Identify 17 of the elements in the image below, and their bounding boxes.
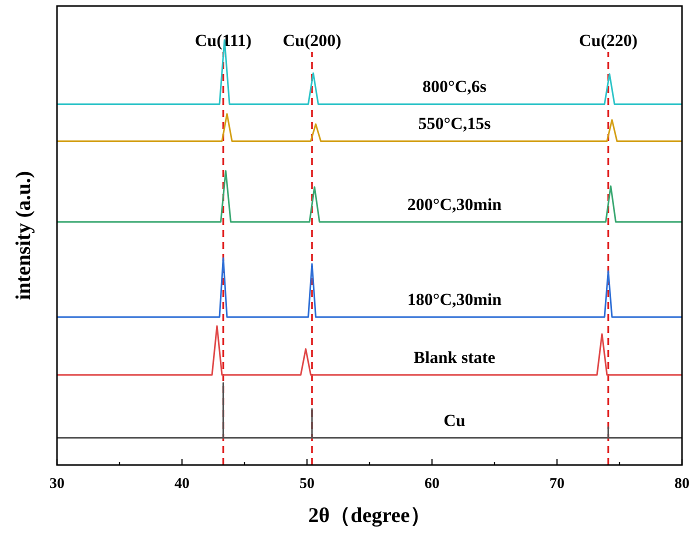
x-tick-label: 40 [174,476,190,492]
x-tick-label: 70 [550,476,564,492]
series-label: 550°C,15s [418,114,492,134]
ref-line-label: Cu(220) [578,31,638,50]
x-tick-label: 60 [424,476,440,492]
y-axis-title: intensity (a.u.) [11,171,35,300]
x-tick-label: 30 [50,476,64,492]
series-label: Blank state [414,348,496,367]
ref-line-label: Cu(111) [194,31,252,50]
series-label: Cu [444,410,466,430]
x-tick-label: 50 [300,476,314,492]
x-axis-title: 2θ（degree） [308,503,431,527]
series-label: 180°C,30min [407,290,502,310]
x-tick-label: 80 [674,476,690,492]
ref-line-label: Cu(200) [282,31,342,50]
series-label: 800°C,6s [422,77,487,96]
series-label: 200°C,30min [407,194,502,214]
